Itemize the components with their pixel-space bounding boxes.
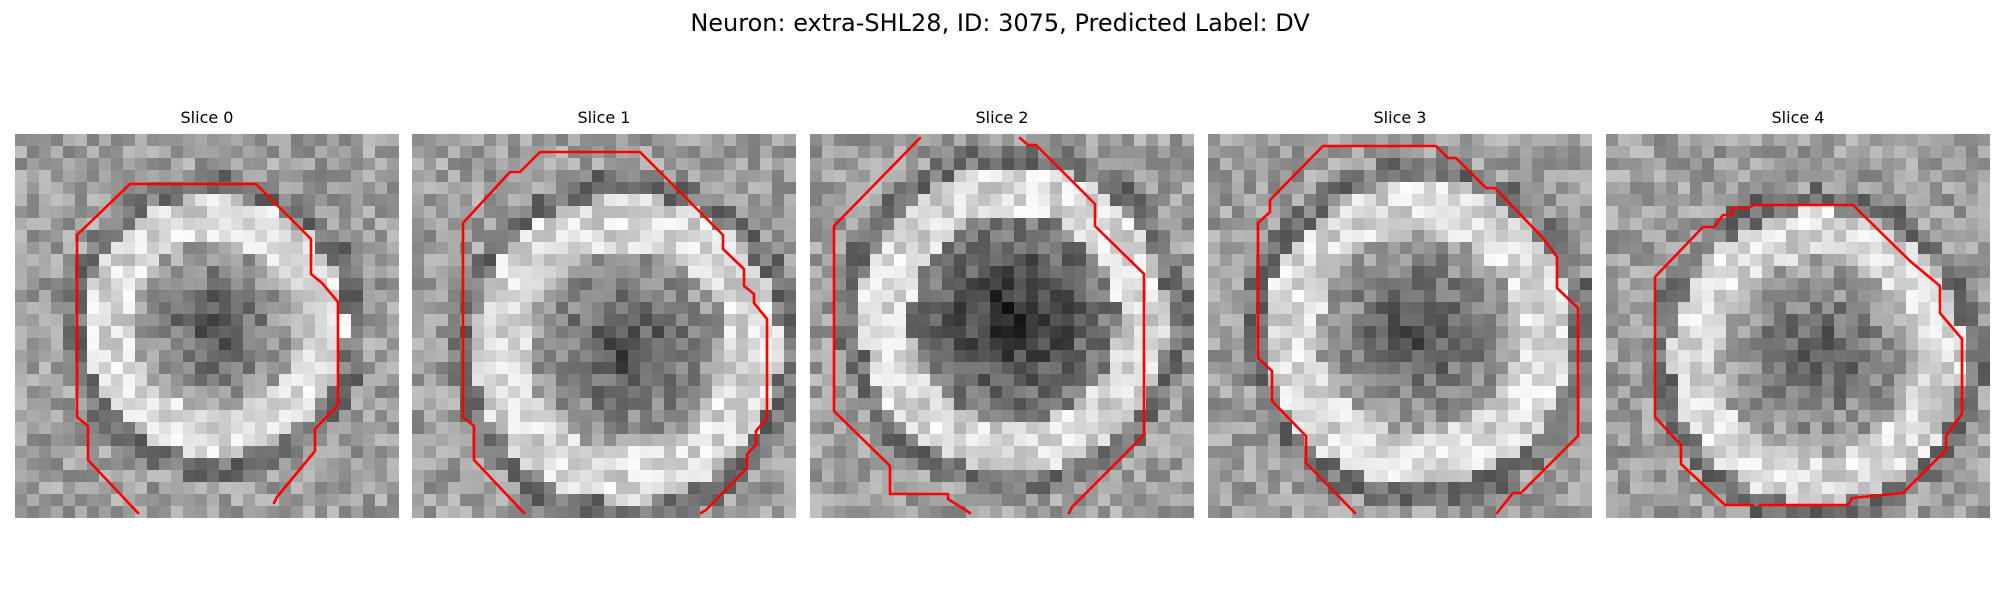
contour-outline-4: [1653, 203, 1964, 507]
slice-title-2: Slice 2: [975, 108, 1029, 127]
slice-panel-4: Slice 4: [1606, 108, 1990, 518]
contour-outline-2: [832, 136, 972, 515]
contour-outline-3: [1256, 144, 1580, 515]
contour-outline-2b: [1018, 136, 1146, 515]
slice-title-3: Slice 3: [1373, 108, 1427, 127]
slice-title-4: Slice 4: [1771, 108, 1825, 127]
contour-outline-1: [461, 150, 769, 515]
slice-panel-3: Slice 3: [1208, 108, 1592, 518]
slice-image-1: [412, 134, 796, 518]
slice-image-0: [15, 134, 399, 518]
slice-image-4: [1606, 134, 1990, 518]
contour-outline-0: [75, 182, 340, 515]
slice-title-1: Slice 1: [577, 108, 631, 127]
slice-image-2: [810, 134, 1194, 518]
slice-title-0: Slice 0: [180, 108, 234, 127]
slice-panel-1: Slice 1: [412, 108, 796, 518]
slice-panel-2: Slice 2: [810, 108, 1194, 518]
slice-image-3: [1208, 134, 1592, 518]
slice-panel-0: Slice 0: [15, 108, 399, 518]
figure-title: Neuron: extra-SHL28, ID: 3075, Predicted…: [690, 9, 1310, 37]
